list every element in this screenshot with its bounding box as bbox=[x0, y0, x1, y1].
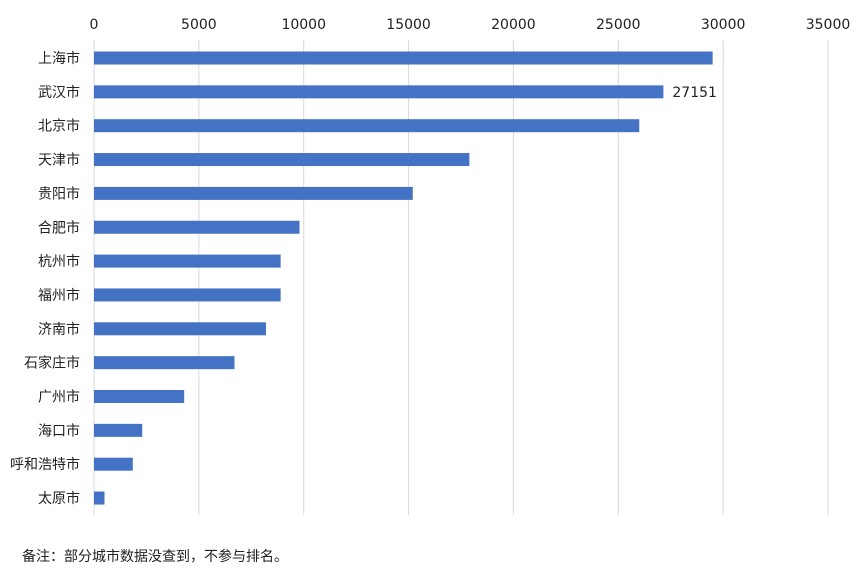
bar bbox=[94, 51, 713, 65]
x-tick-label: 15000 bbox=[386, 17, 431, 33]
x-tick-label: 35000 bbox=[806, 17, 851, 33]
category-label: 贵阳市 bbox=[38, 185, 80, 202]
x-tick-label: 10000 bbox=[281, 17, 326, 33]
bar bbox=[94, 85, 664, 99]
data-label: 27151 bbox=[672, 85, 717, 101]
category-label: 广州市 bbox=[38, 389, 80, 406]
bar bbox=[94, 119, 640, 133]
x-tick-label: 0 bbox=[90, 17, 99, 33]
category-label: 上海市 bbox=[38, 50, 80, 67]
bar bbox=[94, 220, 300, 234]
data-labels: 27151 bbox=[672, 85, 717, 101]
bar bbox=[94, 322, 266, 336]
x-axis-ticks: 0 5000 10000 15000 20000 25000 30000 35000 bbox=[90, 17, 851, 33]
y-axis-categories: 上海市武汉市北京市天津市贵阳市合肥市杭州市福州市济南市石家庄市广州市海口市呼和浩… bbox=[10, 50, 80, 507]
category-label: 呼和浩特市 bbox=[10, 456, 80, 473]
bar bbox=[94, 288, 281, 302]
bar bbox=[94, 153, 470, 167]
category-label: 杭州市 bbox=[38, 253, 80, 270]
category-label: 合肥市 bbox=[38, 219, 80, 236]
bar bbox=[94, 186, 413, 200]
bar bbox=[94, 423, 143, 437]
bars bbox=[94, 51, 713, 505]
bar bbox=[94, 356, 235, 370]
category-label: 石家庄市 bbox=[24, 355, 80, 372]
category-label: 太原市 bbox=[38, 490, 80, 507]
bar bbox=[94, 390, 185, 403]
category-label: 武汉市 bbox=[38, 84, 80, 101]
footnote: 备注：部分城市数据没查到，不参与排名。 bbox=[22, 549, 288, 565]
category-label: 济南市 bbox=[38, 321, 80, 338]
bar bbox=[94, 457, 133, 471]
category-label: 天津市 bbox=[38, 152, 80, 169]
x-tick-label: 30000 bbox=[701, 17, 746, 33]
grid-lines bbox=[93, 40, 829, 515]
category-label: 海口市 bbox=[38, 422, 80, 439]
category-label: 福州市 bbox=[38, 287, 80, 304]
x-tick-label: 5000 bbox=[181, 17, 217, 33]
category-label: 北京市 bbox=[38, 118, 80, 135]
x-tick-label: 20000 bbox=[491, 17, 536, 33]
bar bbox=[94, 491, 105, 505]
x-tick-label: 25000 bbox=[596, 17, 641, 33]
bar bbox=[94, 254, 281, 268]
